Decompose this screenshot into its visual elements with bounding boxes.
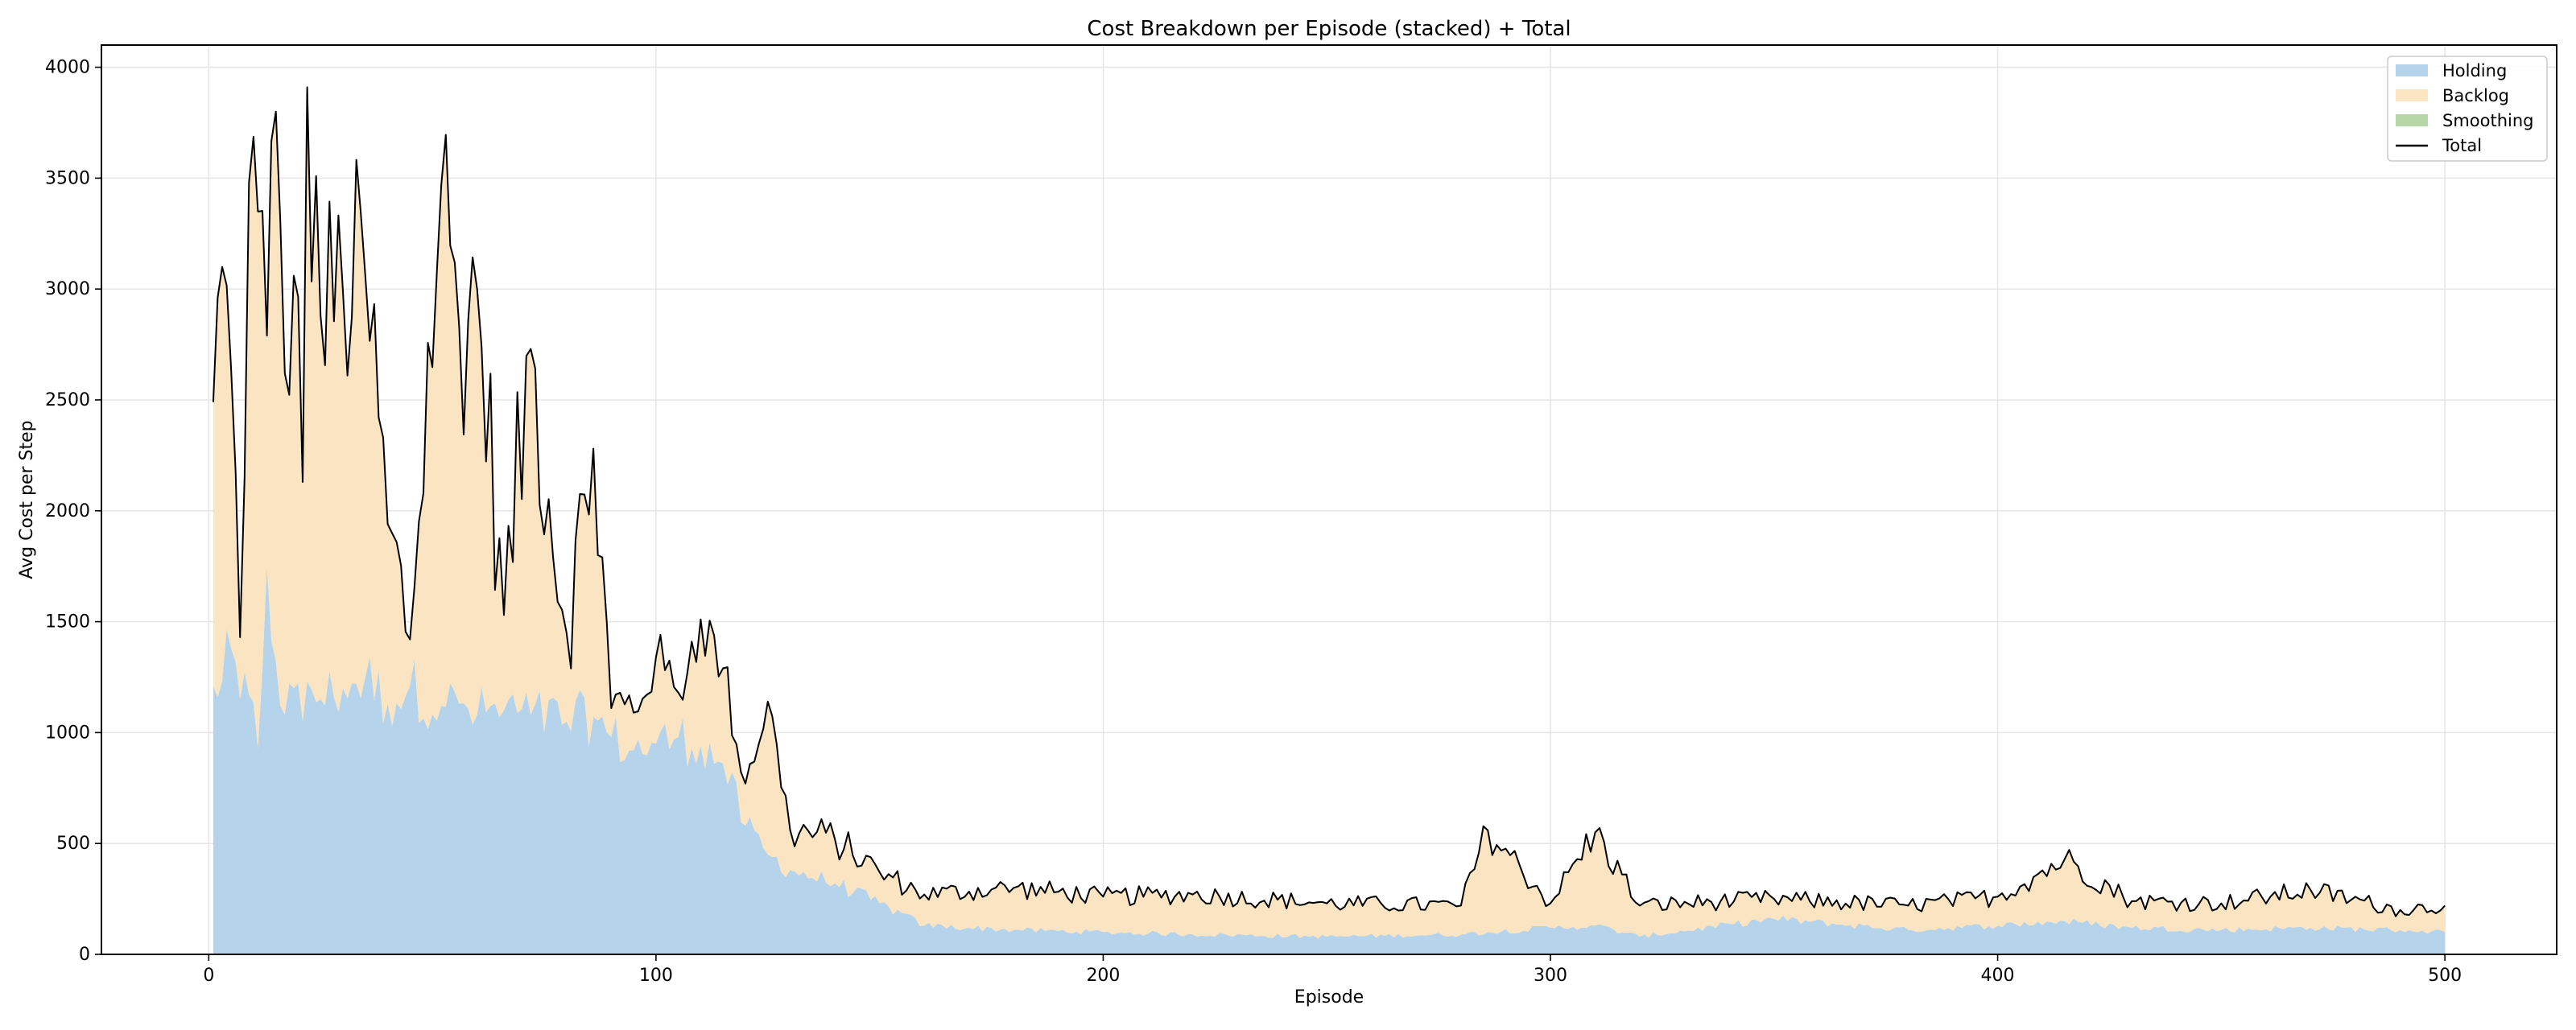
grid-layer <box>101 45 2557 955</box>
y-tick-label: 3500 <box>45 168 90 188</box>
y-tick-label: 1000 <box>45 723 90 743</box>
series-total-line <box>212 86 2446 917</box>
legend-swatch-smoothing <box>2396 114 2428 126</box>
series-holding-area <box>213 566 2446 954</box>
plot-frame <box>101 44 2557 955</box>
y-tick-label: 500 <box>56 834 90 854</box>
legend: Holding Backlog Smoothing Total <box>2387 56 2548 162</box>
series-backlog-area <box>213 89 2446 939</box>
line-layer <box>212 86 2446 917</box>
legend-box <box>2387 56 2548 162</box>
chart-title: Cost Breakdown per Episode (stacked) + T… <box>1087 17 1571 41</box>
x-tick-label: 200 <box>1086 966 1120 986</box>
legend-label-smoothing: Smoothing <box>2442 111 2534 130</box>
y-tick-label: 2000 <box>45 501 90 521</box>
tick-layer: 0 100 200 300 400 500 0 500 1000 1500 2000 2500 3000… <box>45 58 2462 986</box>
x-tick-label: 500 <box>2428 966 2462 986</box>
y-tick-label: 1500 <box>45 612 90 632</box>
y-tick-label: 2500 <box>45 390 90 410</box>
x-tick-label: 0 <box>203 966 214 986</box>
x-tick-label: 300 <box>1534 966 1567 986</box>
legend-label-total: Total <box>2442 136 2482 155</box>
y-tick-label: 3000 <box>45 279 90 299</box>
y-tick-label: 4000 <box>45 58 90 78</box>
y-tick-label: 0 <box>79 945 90 965</box>
legend-label-holding: Holding <box>2442 61 2507 80</box>
y-axis-title: Avg Cost per Step <box>17 420 37 579</box>
legend-swatch-backlog <box>2396 89 2428 101</box>
x-tick-label: 400 <box>1981 966 2015 986</box>
x-axis-title: Episode <box>1294 987 1364 1007</box>
legend-label-backlog: Backlog <box>2442 86 2509 105</box>
x-tick-label: 100 <box>639 966 673 986</box>
area-layer <box>213 87 2446 954</box>
legend-swatch-holding <box>2396 64 2428 76</box>
